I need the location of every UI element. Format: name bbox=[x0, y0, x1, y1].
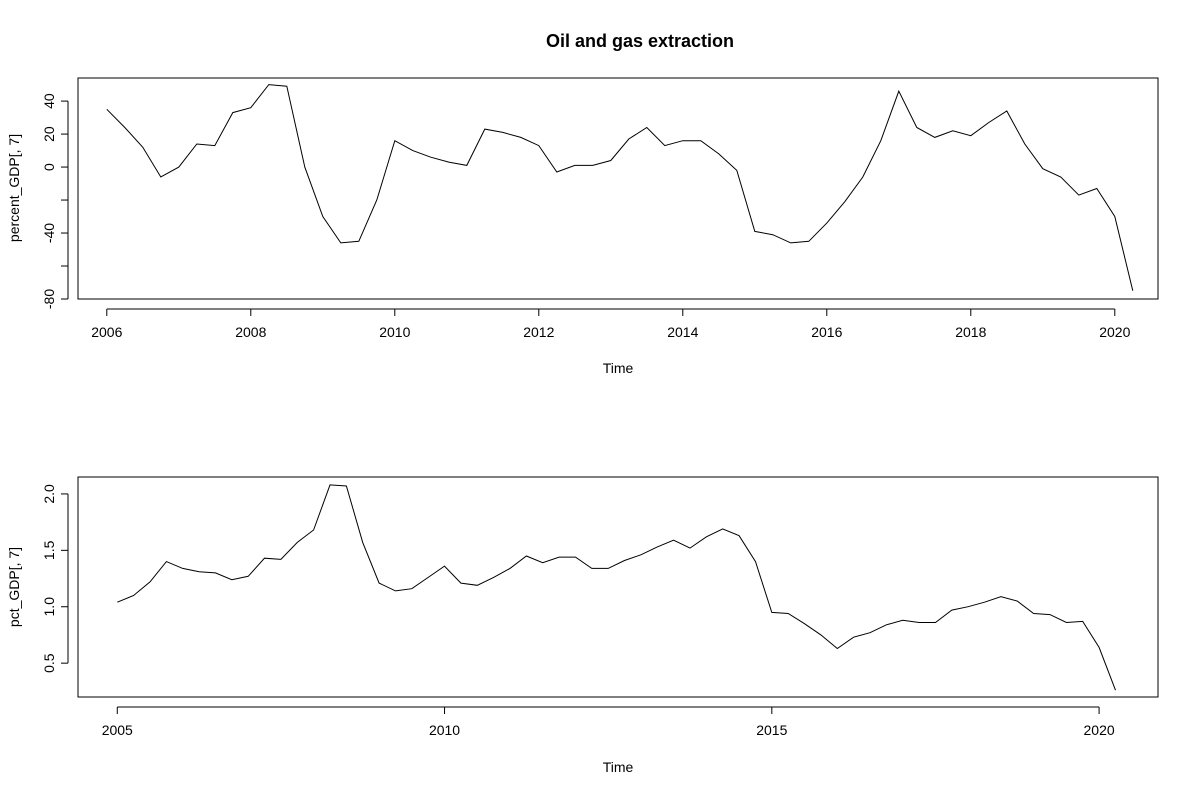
top-panel: Oil and gas extraction 2006 2008 2010 2012 2… bbox=[6, 31, 1159, 376]
x-tick-label: 2005 bbox=[102, 722, 133, 738]
y-tick-label: 40 bbox=[41, 93, 57, 109]
y-tick-label: -80 bbox=[41, 289, 57, 309]
plot-frame bbox=[77, 77, 1159, 300]
x-tick-label: 2006 bbox=[91, 324, 122, 340]
x-tick-label: 2014 bbox=[667, 324, 698, 340]
bottom-panel: 2005 2010 2015 2020 0.5 1.0 1.5 2.0 Time pct_G… bbox=[6, 476, 1159, 775]
x-axis: 2006 2008 2010 2012 2014 2016 2018 2020 bbox=[91, 308, 1131, 340]
x-tick-label: 2016 bbox=[811, 324, 842, 340]
x-axis-label: Time bbox=[603, 759, 634, 775]
y-tick-label: 1.5 bbox=[41, 540, 57, 560]
y-tick-label: 1.0 bbox=[41, 597, 57, 617]
x-tick-label: 2010 bbox=[379, 324, 410, 340]
y-axis: 0.5 1.0 1.5 2.0 bbox=[41, 484, 69, 673]
plot-frame bbox=[77, 476, 1159, 698]
y-tick-label: -40 bbox=[41, 223, 57, 243]
y-axis: -80 -40 0 20 40 bbox=[41, 93, 69, 309]
chart-title: Oil and gas extraction bbox=[546, 31, 734, 51]
y-tick-label: 0.5 bbox=[41, 653, 57, 673]
series-line bbox=[106, 84, 1134, 291]
y-tick-label: 20 bbox=[41, 126, 57, 142]
y-axis-label: pct_GDP[, 7] bbox=[6, 547, 22, 627]
x-tick-label: 2020 bbox=[1099, 324, 1130, 340]
x-axis-label: Time bbox=[603, 360, 634, 376]
x-tick-label: 2008 bbox=[235, 324, 266, 340]
series-line bbox=[117, 484, 1116, 691]
x-tick-label: 2018 bbox=[955, 324, 986, 340]
y-axis-label: percent_GDP[, 7] bbox=[6, 134, 22, 242]
x-tick-label: 2010 bbox=[429, 722, 460, 738]
x-axis: 2005 2010 2015 2020 bbox=[102, 706, 1115, 738]
x-tick-label: 2015 bbox=[756, 722, 787, 738]
x-tick-label: 2012 bbox=[523, 324, 554, 340]
y-tick-label: 2.0 bbox=[41, 484, 57, 504]
y-tick-label: 0 bbox=[41, 163, 57, 171]
x-tick-label: 2020 bbox=[1084, 722, 1115, 738]
